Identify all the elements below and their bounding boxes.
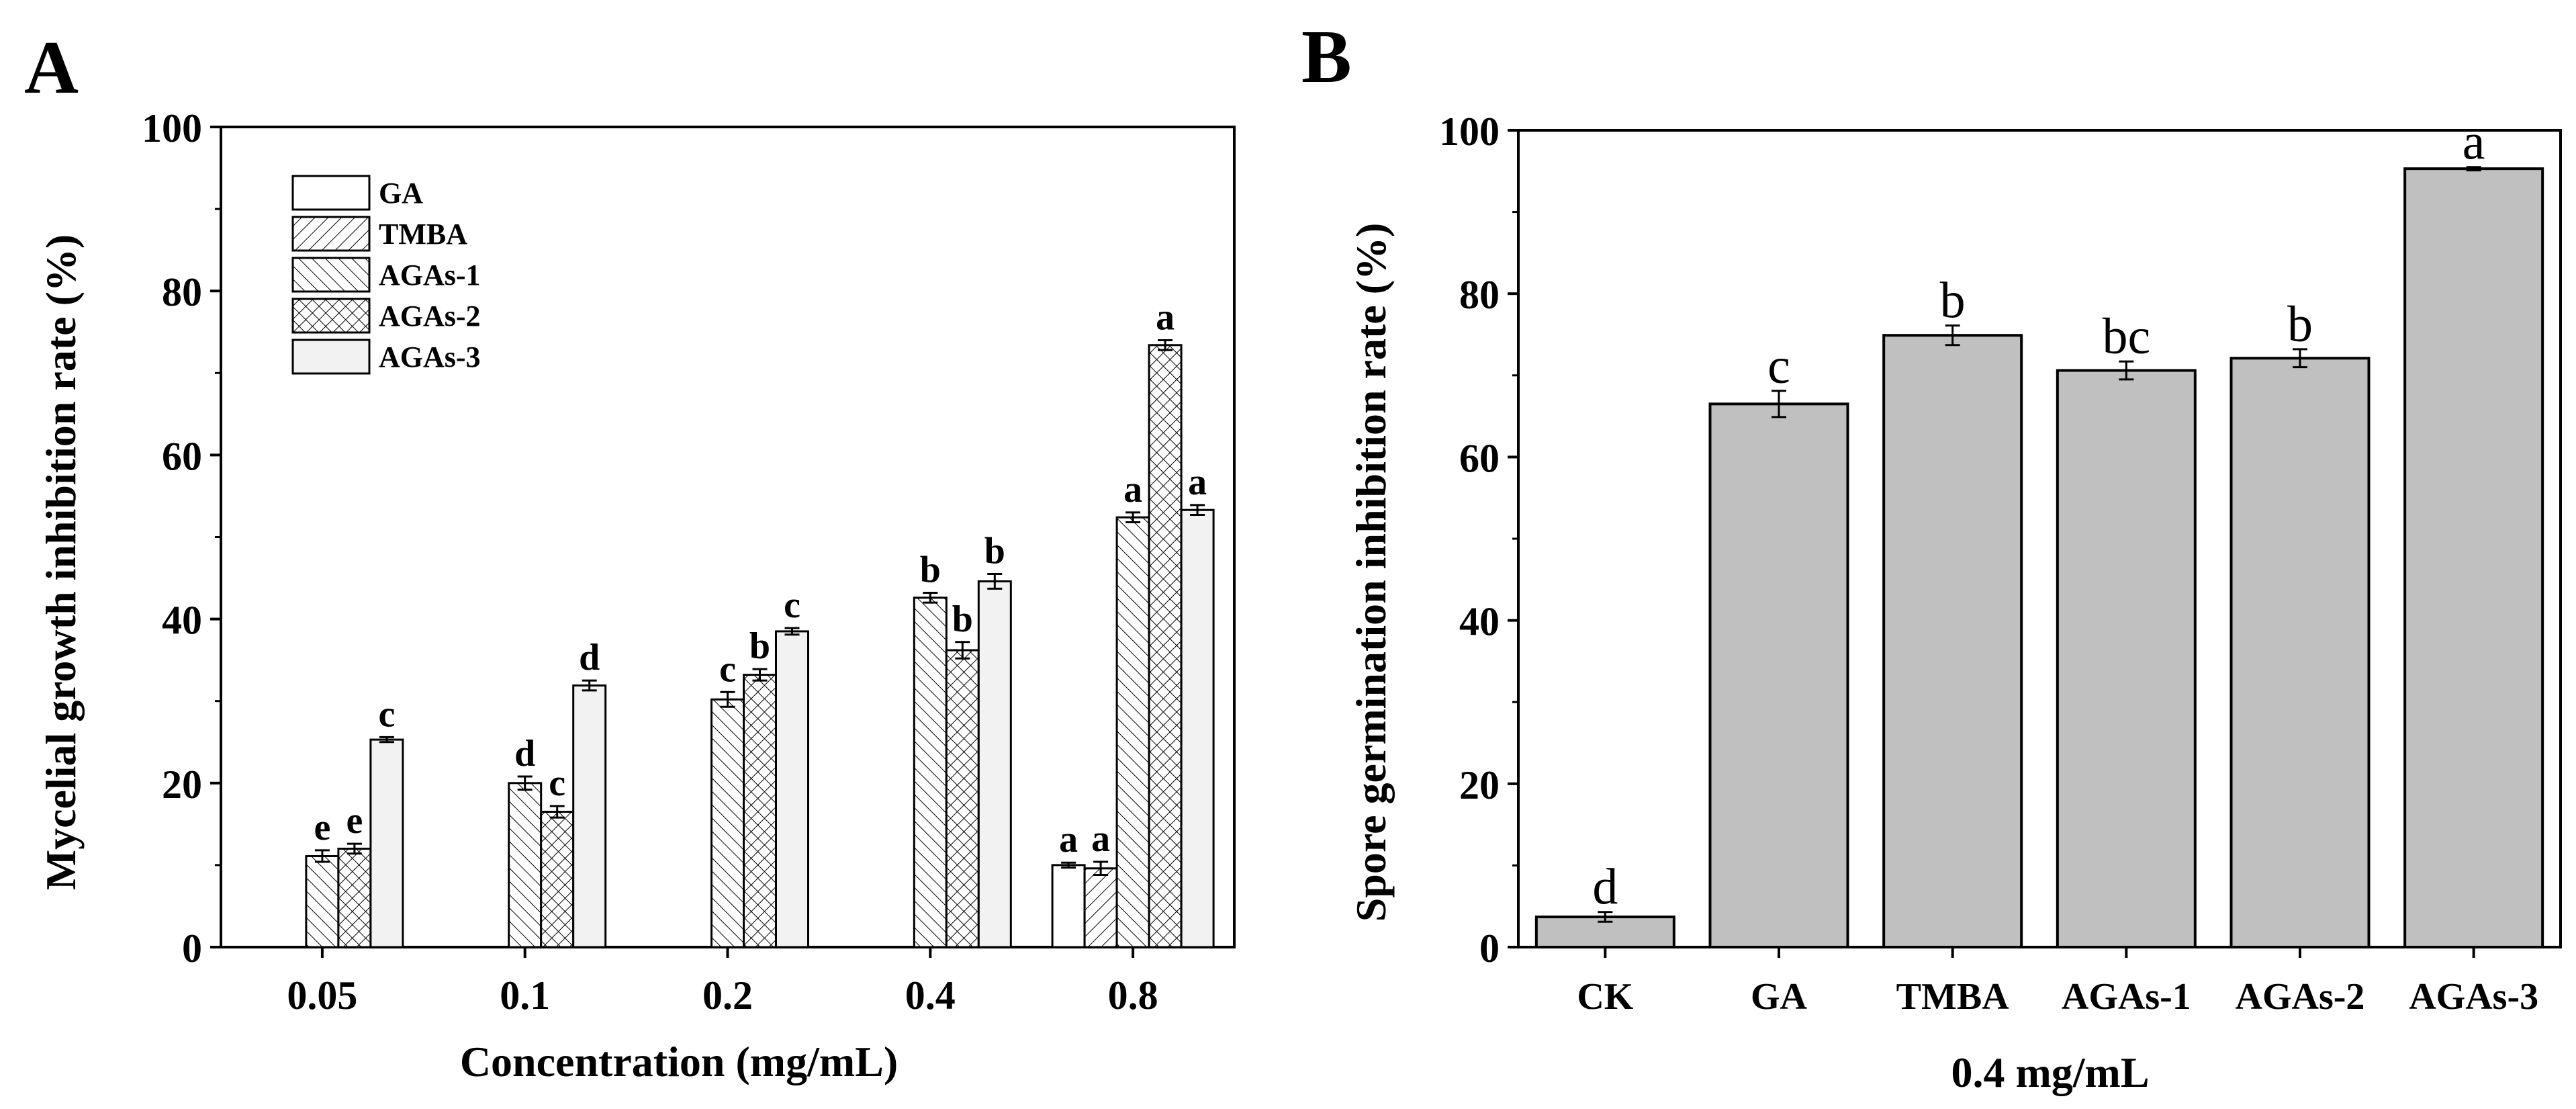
panel-b-significance-letter: b <box>2287 296 2313 353</box>
panel-b-y-tick-label: 40 <box>1459 600 1500 644</box>
legend-label-agas-3: AGAs-3 <box>379 341 481 373</box>
panel-a-x-tick-label: 0.4 <box>905 973 956 1018</box>
panel-a-y-axis-title: Mycelial growth inhibition rate (%) <box>37 234 85 891</box>
panel-b-y-axis-title: Spore germination inhibition rate (%) <box>1347 223 1395 922</box>
panel-b-x-tick-label: CK <box>1577 976 1633 1018</box>
panel-a-bar-agas-2 <box>945 649 980 948</box>
panel-a-bar-agas-2 <box>743 674 777 948</box>
panel-a-significance-letter: a <box>1123 469 1142 511</box>
panel-b-bar-ga <box>1708 402 1849 948</box>
panel-a-significance-letter: c <box>378 693 395 735</box>
panel-b-bar-agas-1 <box>2056 369 2197 948</box>
panel-a-significance-letter: d <box>579 637 600 678</box>
panel-a-y-tick-label: 80 <box>162 270 202 314</box>
panel-b-x-tick-label: AGAs-2 <box>2236 976 2365 1018</box>
panel-b-label: B <box>1301 15 1352 99</box>
panel-a-significance-letter: a <box>1091 818 1110 860</box>
panel-a-bar-agas-2 <box>1148 344 1183 948</box>
panel-a-significance-letter: b <box>952 598 973 640</box>
panel-a-bar-agas-1 <box>710 698 745 948</box>
panel-a-x-tick-label: 0.05 <box>287 973 357 1018</box>
panel-a-x-tick-label: 0.1 <box>500 973 550 1018</box>
panel-a-bar-agas-1 <box>1115 516 1150 948</box>
panel-a-bar-agas-3 <box>369 738 404 948</box>
panel-a-y-tick-label: 40 <box>162 598 202 643</box>
panel-a-significance-letter: a <box>1059 819 1078 860</box>
panel-a-bar-agas-3 <box>775 630 809 948</box>
legend-swatch-tmba <box>291 216 371 252</box>
panel-b-y-tick-label: 20 <box>1459 763 1500 807</box>
legend-label-tmba: TMBA <box>379 218 467 251</box>
panel-b-y-tick-label: 80 <box>1459 273 1500 317</box>
panel-b-x-tick-label: TMBA <box>1896 976 2010 1018</box>
panel-a-bar-agas-2 <box>337 847 372 948</box>
panel-a-x-axis-title: Concentration (mg/mL) <box>460 1038 898 1085</box>
panel-a-x-tick-label: 0.8 <box>1108 973 1158 1018</box>
panel-a-significance-letter: b <box>920 549 941 591</box>
panel-a-significance-letter: e <box>314 807 330 848</box>
panel-b-x-tick-label: AGAs-3 <box>2409 976 2538 1018</box>
panel-a-y-tick-label: 100 <box>142 106 202 150</box>
panel-b-x-axis-title: 0.4 mg/mL <box>1951 1049 2149 1096</box>
panel-a-significance-letter: e <box>346 800 363 842</box>
panel-a-significance-letter: c <box>784 584 800 626</box>
panel-a-bar-tmba <box>1083 867 1118 948</box>
panel-a-significance-letter: c <box>549 762 565 804</box>
panel-a-significance-letter: a <box>1188 461 1207 503</box>
legend-swatch-agas-3 <box>291 339 371 375</box>
panel-a-bar-agas-3 <box>977 580 1012 948</box>
panel-a-y-tick-label: 60 <box>162 434 202 478</box>
panel-b-significance-letter: a <box>2463 114 2485 171</box>
legend-swatch-agas-1 <box>291 257 371 293</box>
legend-label-agas-2: AGAs-2 <box>379 300 481 332</box>
panel-b-y-tick-label: 100 <box>1439 109 1500 154</box>
panel-a-bar-agas-1 <box>913 596 948 948</box>
panel-b-x-tick-label: AGAs-1 <box>2062 976 2191 1018</box>
legend-swatch-agas-2 <box>291 298 371 334</box>
panel-a-bar-agas-1 <box>508 782 543 948</box>
panel-a-significance-letter: b <box>984 530 1005 572</box>
panel-a-label: A <box>24 26 79 109</box>
panel-a-bar-agas-3 <box>572 684 607 948</box>
panel-b-y-tick-label: 60 <box>1459 436 1500 480</box>
panel-b-y-tick-label: 0 <box>1479 926 1500 971</box>
panel-a-bar-ga <box>1051 864 1086 948</box>
panel-b-significance-letter: bc <box>2102 308 2150 365</box>
panel-a-y-tick-label: 0 <box>182 926 202 971</box>
panel-b-bar-agas-2 <box>2229 357 2371 948</box>
panel-a-bar-agas-3 <box>1180 508 1215 948</box>
panel-b-significance-letter: d <box>1592 859 1618 916</box>
legend-label-agas-1: AGAs-1 <box>379 259 481 292</box>
panel-a-significance-letter: a <box>1156 296 1175 338</box>
panel-b-plot: 0 20 40 60 80 100 CK d GA c TMBA b AGAs-1 bc AGAs-2 b AG… <box>1439 109 2562 1018</box>
panel-b-x-tick-label: GA <box>1751 976 1808 1018</box>
panel-b-significance-letter: b <box>1940 273 1966 329</box>
panel-a-bar-agas-2 <box>540 811 575 948</box>
panel-a-x-tick-label: 0.2 <box>702 973 753 1018</box>
panel-b-significance-letter: c <box>1767 338 1790 394</box>
panel-a-y-tick-label: 20 <box>162 762 202 807</box>
legend-swatch-ga <box>291 175 371 211</box>
panel-a-significance-letter: c <box>719 648 736 690</box>
panel-b-bar-agas-3 <box>2403 167 2544 949</box>
legend-label-ga: GA <box>379 177 423 210</box>
panel-a-bar-agas-1 <box>305 854 340 948</box>
panel-b-bar-tmba <box>1882 334 2023 948</box>
panel-a-significance-letter: b <box>749 625 770 667</box>
panel-a-significance-letter: d <box>514 733 535 774</box>
